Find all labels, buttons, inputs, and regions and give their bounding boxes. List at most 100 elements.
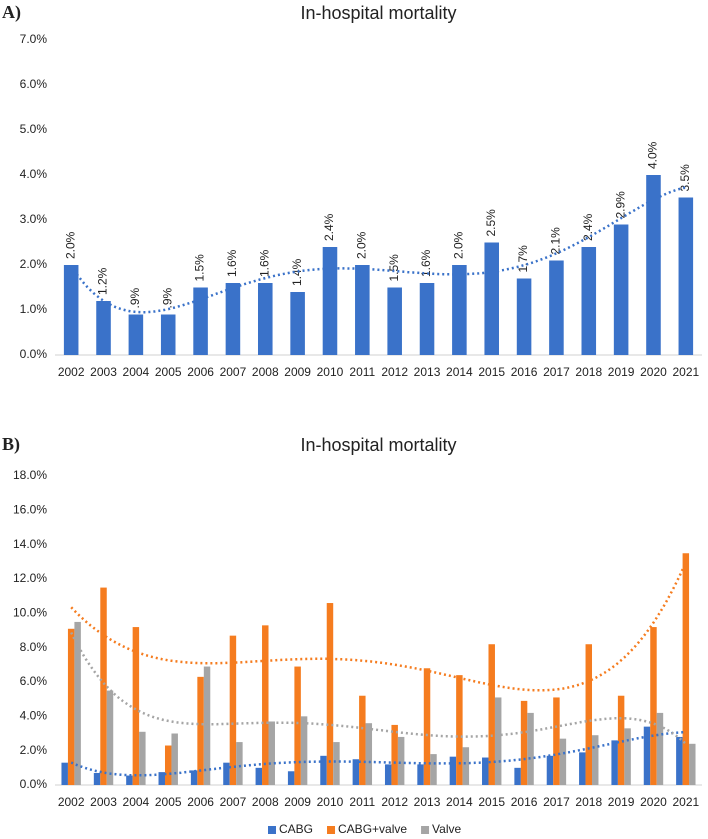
bar: [333, 742, 340, 785]
value-label: 2.9%: [613, 191, 627, 219]
bar: [160, 314, 176, 355]
bar: [190, 770, 198, 785]
bar: [488, 644, 495, 785]
bar: [61, 762, 68, 785]
bar: [553, 697, 560, 785]
value-label: 2.4%: [581, 213, 595, 241]
bar: [67, 628, 75, 785]
x-tick-label: 2021: [672, 795, 699, 809]
x-tick-label: 2008: [252, 365, 279, 379]
y-tick-label: 10.0%: [13, 606, 47, 620]
bar: [423, 668, 431, 785]
bar: [359, 695, 366, 785]
y-tick-label: 6.0%: [20, 77, 48, 91]
x-tick-label: 2015: [478, 795, 505, 809]
bar: [482, 757, 489, 785]
bar: [452, 265, 467, 355]
bar: [262, 625, 269, 785]
x-tick-label: 2003: [90, 795, 117, 809]
bar: [656, 712, 664, 785]
bar: [268, 721, 275, 785]
y-tick-label: 6.0%: [20, 674, 48, 688]
bar: [290, 292, 305, 355]
bar: [579, 752, 586, 785]
trend-line: [70, 561, 687, 692]
bar: [456, 675, 463, 785]
bar: [643, 726, 651, 785]
bar: [100, 587, 107, 785]
value-label: 2.5%: [484, 209, 498, 237]
trend-line: [70, 730, 686, 777]
x-tick-label: 2013: [414, 795, 441, 809]
y-tick-label: 3.0%: [20, 212, 48, 226]
y-tick-label: 14.0%: [13, 537, 47, 551]
bar: [494, 697, 502, 785]
x-tick-label: 2021: [672, 365, 699, 379]
value-label: 2.4%: [322, 213, 336, 241]
bar: [287, 771, 295, 785]
legend-label: CABG+valve: [338, 822, 407, 836]
panel-label: A): [2, 2, 21, 23]
y-tick-label: 2.0%: [20, 743, 48, 757]
value-label: 3.5%: [678, 164, 692, 192]
value-label: 1.2%: [96, 267, 110, 295]
bar: [158, 772, 165, 785]
x-tick-label: 2020: [640, 365, 667, 379]
bar: [128, 314, 144, 355]
legend-swatch: [327, 826, 336, 834]
value-label: 1.4%: [290, 258, 304, 286]
bar: [417, 764, 424, 785]
legend-label: Valve: [432, 822, 461, 836]
bar: [391, 724, 398, 785]
value-label: 1.6%: [225, 249, 239, 277]
y-tick-label: 4.0%: [20, 167, 48, 181]
bar: [514, 767, 521, 785]
x-tick-label: 2009: [284, 795, 311, 809]
bar: [229, 635, 237, 785]
bar: [611, 740, 618, 785]
value-label: 1.6%: [419, 249, 433, 277]
value-label: 2.0%: [452, 231, 466, 259]
bar: [646, 175, 661, 355]
bar: [74, 621, 81, 785]
bar: [613, 224, 629, 355]
y-tick-label: 4.0%: [20, 709, 48, 723]
bar: [387, 287, 402, 355]
legend-label: CABG: [279, 822, 313, 836]
chart-title: In-hospital mortality: [300, 435, 456, 455]
x-tick-label: 2011: [349, 795, 375, 809]
bar: [139, 731, 146, 785]
x-tick-label: 2016: [511, 365, 538, 379]
bar: [430, 754, 437, 785]
bar: [689, 743, 696, 785]
bar: [365, 723, 373, 785]
bar: [236, 742, 243, 785]
x-tick-label: 2012: [381, 365, 408, 379]
x-tick-label: 2007: [220, 795, 247, 809]
bar: [255, 767, 263, 785]
x-tick-label: 2006: [187, 365, 214, 379]
bar: [384, 764, 392, 785]
bar: [419, 283, 435, 355]
bar: [585, 644, 593, 785]
bar: [581, 247, 597, 355]
bar: [527, 712, 534, 785]
legend-swatch: [421, 826, 430, 834]
x-tick-label: 2006: [187, 795, 214, 809]
bar: [449, 756, 457, 785]
x-tick-label: 2014: [446, 365, 473, 379]
value-label: 1.6%: [257, 249, 271, 277]
y-tick-label: 12.0%: [13, 571, 47, 585]
value-label: .9%: [160, 287, 174, 308]
bar: [96, 301, 111, 355]
x-tick-label: 2003: [90, 365, 117, 379]
bar: [676, 736, 683, 785]
y-tick-label: 8.0%: [20, 640, 48, 654]
bar: [106, 690, 114, 785]
bar: [546, 755, 554, 785]
bar: [320, 755, 327, 785]
x-tick-label: 2008: [252, 795, 279, 809]
x-tick-label: 2020: [640, 795, 667, 809]
y-tick-label: 0.0%: [20, 347, 48, 361]
